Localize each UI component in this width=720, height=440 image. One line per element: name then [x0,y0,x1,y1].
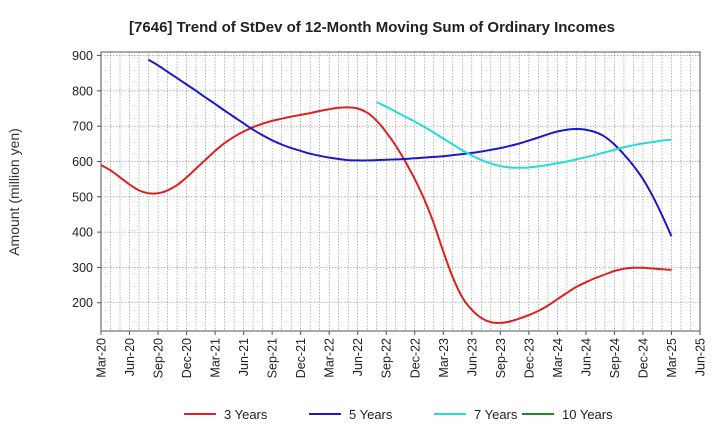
series-line-3-years [100,106,672,324]
x-tick-label: Jun-22 [351,338,365,376]
y-tick-label: 400 [72,226,93,240]
y-axis-label: Amount (million yen) [6,128,22,256]
x-tick-label: Sep-22 [380,338,394,378]
chart-title: [7646] Trend of StDev of 12-Month Moving… [129,19,615,36]
legend-label-5-years: 5 Years [349,407,393,422]
x-tick-label: Mar-25 [665,338,679,378]
grid [100,52,701,331]
x-tick-label: Sep-21 [266,338,280,378]
x-tick-label: Mar-24 [551,338,565,378]
y-tick-label: 500 [72,190,93,204]
x-tick-label: Dec-20 [180,338,194,378]
series-line-5-years [148,58,673,237]
legend-label-7-years: 7 Years [474,407,518,422]
x-tick-label: Dec-22 [408,338,422,378]
y-tick-label: 200 [72,296,93,310]
legend: 3 Years 5 Years 7 Years 10 Years [184,407,613,422]
y-tick-label: 700 [72,120,93,134]
legend-label-3-years: 3 Years [224,407,268,422]
y-tick-label: 900 [72,49,93,63]
legend-label-10-years: 10 Years [562,407,613,422]
x-tick-label: Jun-23 [465,338,479,376]
x-tick-label: Dec-21 [294,338,308,378]
x-tick-label: Sep-20 [152,338,166,378]
x-axis: Mar-20 Jun-20 Sep-20 Dec-20 Mar-21 Jun-21 Sep-… [95,331,708,378]
y-tick-label: 800 [72,84,93,98]
x-tick-label: Mar-20 [95,338,109,378]
y-tick-label: 600 [72,155,93,169]
x-tick-label: Jun-24 [579,338,593,376]
series-lines [100,58,673,324]
plot-area [100,51,701,332]
x-tick-label: Dec-24 [636,338,650,378]
x-tick-label: Jun-20 [123,338,137,376]
y-axis: 200 300 400 500 600 700 800 900 [72,49,101,310]
x-tick-label: Jun-21 [237,338,251,376]
x-tick-label: Mar-22 [323,338,337,378]
x-tick-label: Jun-25 [694,338,708,376]
x-tick-label: Mar-23 [437,338,451,378]
x-tick-label: Sep-24 [608,338,622,378]
x-tick-label: Mar-21 [209,338,223,378]
series-line-7-years [376,101,672,169]
x-tick-label: Sep-23 [494,338,508,378]
x-tick-label: Dec-23 [522,338,536,378]
y-tick-label: 300 [72,261,93,275]
